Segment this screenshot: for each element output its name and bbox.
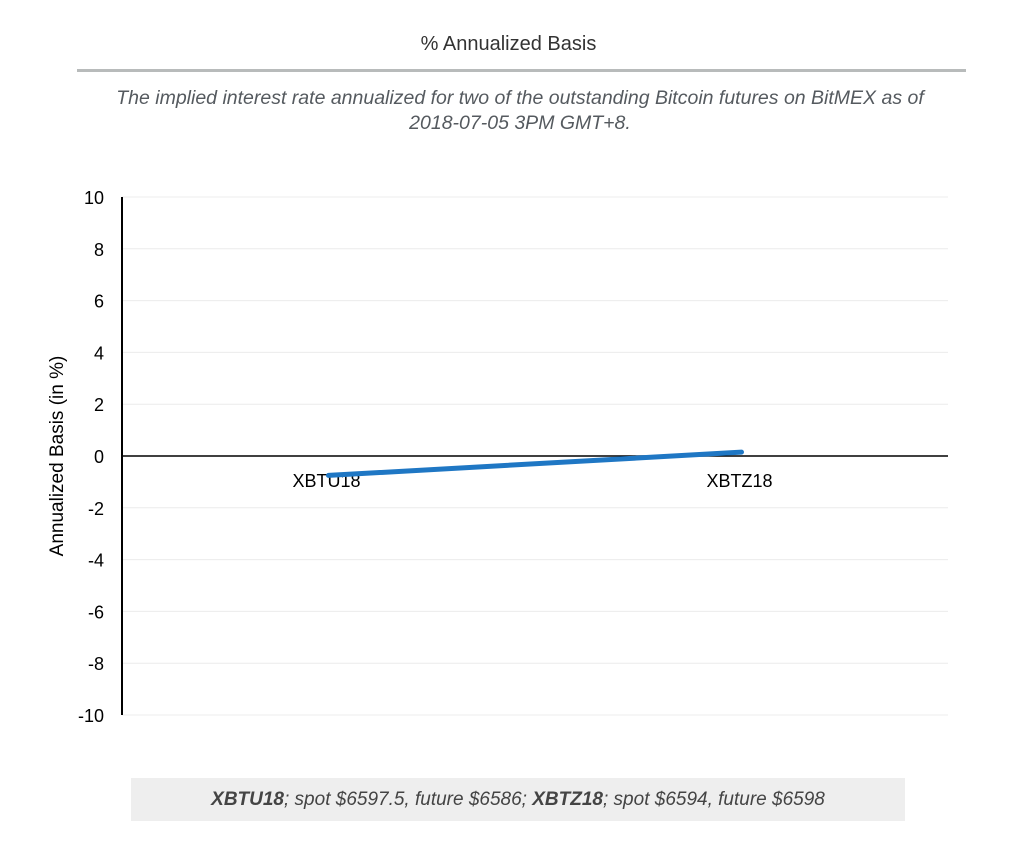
series-line — [326, 449, 744, 478]
series-lines — [326, 449, 744, 478]
y-tick-label: -2 — [88, 499, 104, 519]
y-tick-label: 4 — [94, 343, 104, 363]
data-point — [741, 451, 742, 453]
title-divider — [77, 69, 966, 72]
footnote-xbtu18-name: XBTU18 — [211, 789, 284, 810]
y-tick-label: -10 — [78, 706, 104, 726]
footnote-xbtu18-text: ; spot $6597.5, future $6586; — [284, 789, 533, 810]
footnote-xbtz18-name: XBTZ18 — [532, 789, 603, 810]
chart-title: % Annualized Basis — [420, 33, 597, 55]
y-tick-label: 0 — [94, 447, 104, 467]
chart-subtitle: The implied interest rate annualized for… — [116, 87, 924, 134]
y-tick-label: 8 — [94, 240, 104, 260]
gridlines — [122, 196, 948, 716]
x-tick-label: XBTZ18 — [706, 471, 772, 491]
y-tick-label: 2 — [94, 395, 104, 415]
y-tick-label: 10 — [84, 188, 104, 208]
y-tick-label: 6 — [94, 292, 104, 312]
y-tick-label: -6 — [88, 602, 104, 622]
y-axis-label: Annualized Basis (in %) — [47, 356, 68, 557]
y-tick-label: -8 — [88, 654, 104, 674]
data-point — [328, 474, 329, 476]
footnote-bar: XBTU18; spot $6597.5, future $6586; XBTZ… — [131, 778, 905, 821]
y-tick-label: -4 — [88, 551, 104, 571]
y-tick-labels: 10 8 6 4 2 0 -2 -4 -6 -8 -10 — [78, 188, 104, 726]
footnote-xbtz18-text: ; spot $6594, future $6598 — [603, 789, 825, 810]
